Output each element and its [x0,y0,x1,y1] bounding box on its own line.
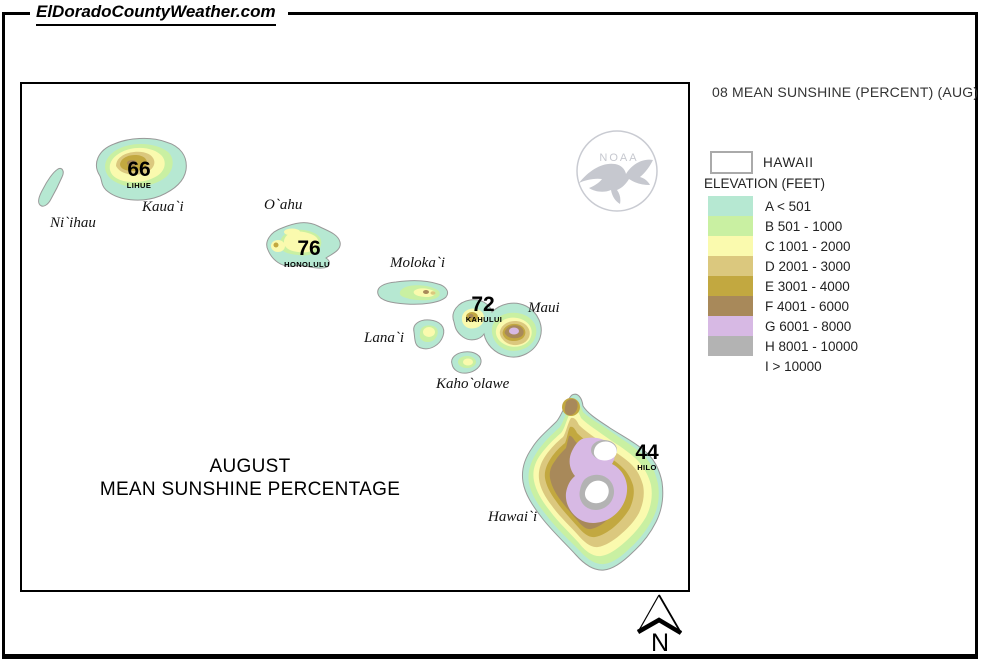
legend-swatch-g [708,316,753,336]
legend-label-b: B 501 - 1000 [765,218,843,234]
legend-swatch-c [708,236,753,256]
map-title-line1: AUGUST [209,456,291,477]
legend-row: G 6001 - 8000 [708,316,858,336]
island-label-kauai: Kaua`i [142,199,184,215]
hawaii-extent-swatch [710,151,753,174]
legend-label-a: A < 501 [765,198,812,214]
island-molokai [377,280,449,305]
site-title[interactable]: ElDoradoCountyWeather.com [30,2,288,26]
legend-label-i: I > 10000 [765,358,822,374]
legend-label-c: C 1001 - 2000 [765,238,851,254]
island-label-niihau: Ni`ihau [50,215,96,231]
noaa-text: NOAA [599,152,638,164]
island-kahoolawe [451,351,482,374]
island-kauai [96,137,187,201]
legend-row: A < 501 [708,196,858,216]
station-value-honolulu: 76 [297,237,321,260]
map-title: AUGUST MEAN SUNSHINE PERCENTAGE [80,455,420,501]
island-label-oahu: O`ahu [264,197,303,213]
noaa-circle [576,130,658,212]
island-label-lanai: Lana`i [364,330,405,346]
island-label-kahoolawe: Kaho`olawe [436,376,510,392]
legend-swatch-h [708,336,753,356]
legend-label-d: D 2001 - 3000 [765,258,851,274]
panel-heading: 08 MEAN SUNSHINE (PERCENT) (AUG) [712,84,979,100]
legend-swatch-a [708,196,753,216]
legend-row: B 501 - 1000 [708,216,858,236]
legend-swatch-d [708,256,753,276]
island-niihau [38,168,64,207]
hawaii-islands-map: NOAA [38,130,664,571]
island-maui [452,299,542,358]
legend-row: F 4001 - 6000 [708,296,858,316]
north-label: N [650,629,670,657]
station-value-kahului: 72 [471,293,495,316]
station-city-kahului: KAHULUI [465,315,503,324]
noaa-logo: NOAA [576,130,658,212]
legend-label-f: F 4001 - 6000 [765,298,850,314]
station-city-lihue: LIHUE [126,181,152,190]
legend-swatch-b [708,216,753,236]
legend-row: I > 10000 [708,356,858,376]
island-label-hawaii: Hawai`i [488,509,538,525]
island-lanai [413,319,445,350]
north-arrow-icon [636,594,683,635]
legend-swatch-e [708,276,753,296]
island-hawaii [522,393,664,571]
legend-row: H 8001 - 10000 [708,336,858,356]
island-label-maui: Maui [528,300,560,316]
north-indicator: N [630,592,692,660]
station-city-hilo: HILO [637,463,657,472]
legend-label-h: H 8001 - 10000 [765,338,859,354]
legend-label-e: E 3001 - 4000 [765,278,850,294]
legend-row: E 3001 - 4000 [708,276,858,296]
region-row: HAWAII [710,151,814,174]
site-title-text: ElDoradoCountyWeather.com [36,2,276,26]
station-value-hilo: 44 [635,441,659,464]
legend-title: ELEVATION (FEET) [704,176,826,191]
region-label: HAWAII [763,155,814,170]
elevation-legend: A < 501 B 501 - 1000 C 1001 - 2000 D 200… [708,196,858,376]
map-title-line2: MEAN SUNSHINE PERCENTAGE [99,479,401,500]
legend-swatch-i [708,356,753,376]
island-oahu [266,222,341,269]
legend-row: C 1001 - 2000 [708,236,858,256]
map-canvas: NOAA 66 LIHUE 76 HONOLULU 72 KAHULUI 44 … [20,82,690,592]
station-city-honolulu: HONOLULU [284,260,330,269]
station-value-lihue: 66 [127,158,151,181]
legend-label-g: G 6001 - 8000 [765,318,852,334]
legend-row: D 2001 - 3000 [708,256,858,276]
noaa-bird-icon [579,159,653,204]
island-label-molokai: Moloka`i [390,255,445,271]
legend-swatch-f [708,296,753,316]
